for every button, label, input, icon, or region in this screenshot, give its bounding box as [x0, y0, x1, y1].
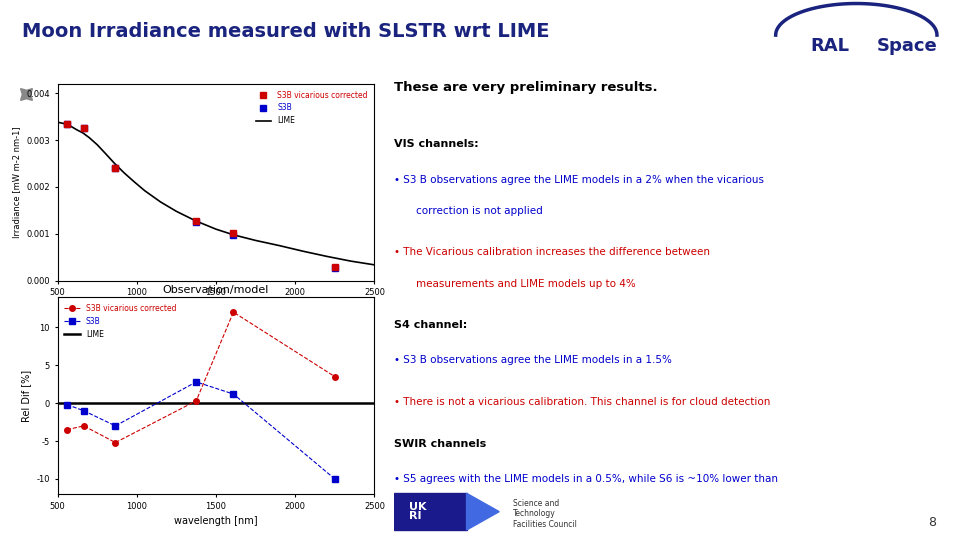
Text: Technology: Technology: [513, 509, 556, 518]
X-axis label: wavelength [nm]: wavelength [nm]: [174, 303, 258, 313]
Text: • There is not a vicarious calibration. This channel is for cloud detection: • There is not a vicarious calibration. …: [394, 397, 770, 407]
Text: UK
RI: UK RI: [409, 502, 426, 521]
Text: SWIR channels: SWIR channels: [394, 438, 486, 449]
Legend: S3B vicarious corrected, S3B, LIME: S3B vicarious corrected, S3B, LIME: [61, 301, 180, 342]
Text: Space: Space: [877, 37, 938, 55]
Text: These are very preliminary results.: These are very preliminary results.: [394, 81, 658, 94]
Text: measurements and LIME models up to 4%: measurements and LIME models up to 4%: [416, 279, 636, 288]
Text: • S3 B observations agree the LIME models in a 2% when the vicarious: • S3 B observations agree the LIME model…: [394, 174, 763, 185]
Text: • S5 agrees with the LIME models in a 0.5%, while S6 is ~10% lower than: • S5 agrees with the LIME models in a 0.…: [394, 474, 778, 484]
X-axis label: wavelength [nm]: wavelength [nm]: [174, 516, 258, 526]
Text: Science and: Science and: [513, 499, 559, 508]
Text: the models: the models: [416, 505, 474, 515]
Text: Moon Irradiance measured with SLSTR wrt LIME: Moon Irradiance measured with SLSTR wrt …: [22, 22, 550, 41]
Legend: S3B vicarious corrected, S3B, LIME: S3B vicarious corrected, S3B, LIME: [252, 87, 371, 129]
Text: RAL: RAL: [810, 37, 850, 55]
Text: 8: 8: [928, 516, 936, 529]
Polygon shape: [467, 494, 499, 530]
Text: S4 channel:: S4 channel:: [394, 320, 467, 330]
Text: Facilities Council: Facilities Council: [513, 520, 577, 529]
Text: • The Vicarious calibration increases the difference between: • The Vicarious calibration increases th…: [394, 247, 709, 258]
Y-axis label: Rel Dif [%]: Rel Dif [%]: [21, 369, 31, 422]
Text: VIS channels:: VIS channels:: [394, 139, 478, 149]
Text: • S3 B observations agree the LIME models in a 1.5%: • S3 B observations agree the LIME model…: [394, 355, 671, 366]
Y-axis label: Irradiance [mW m-2 nm-1]: Irradiance [mW m-2 nm-1]: [12, 126, 21, 238]
Bar: [394, 494, 467, 530]
Title: Observation/model: Observation/model: [163, 285, 269, 295]
Text: correction is not applied: correction is not applied: [416, 206, 542, 216]
